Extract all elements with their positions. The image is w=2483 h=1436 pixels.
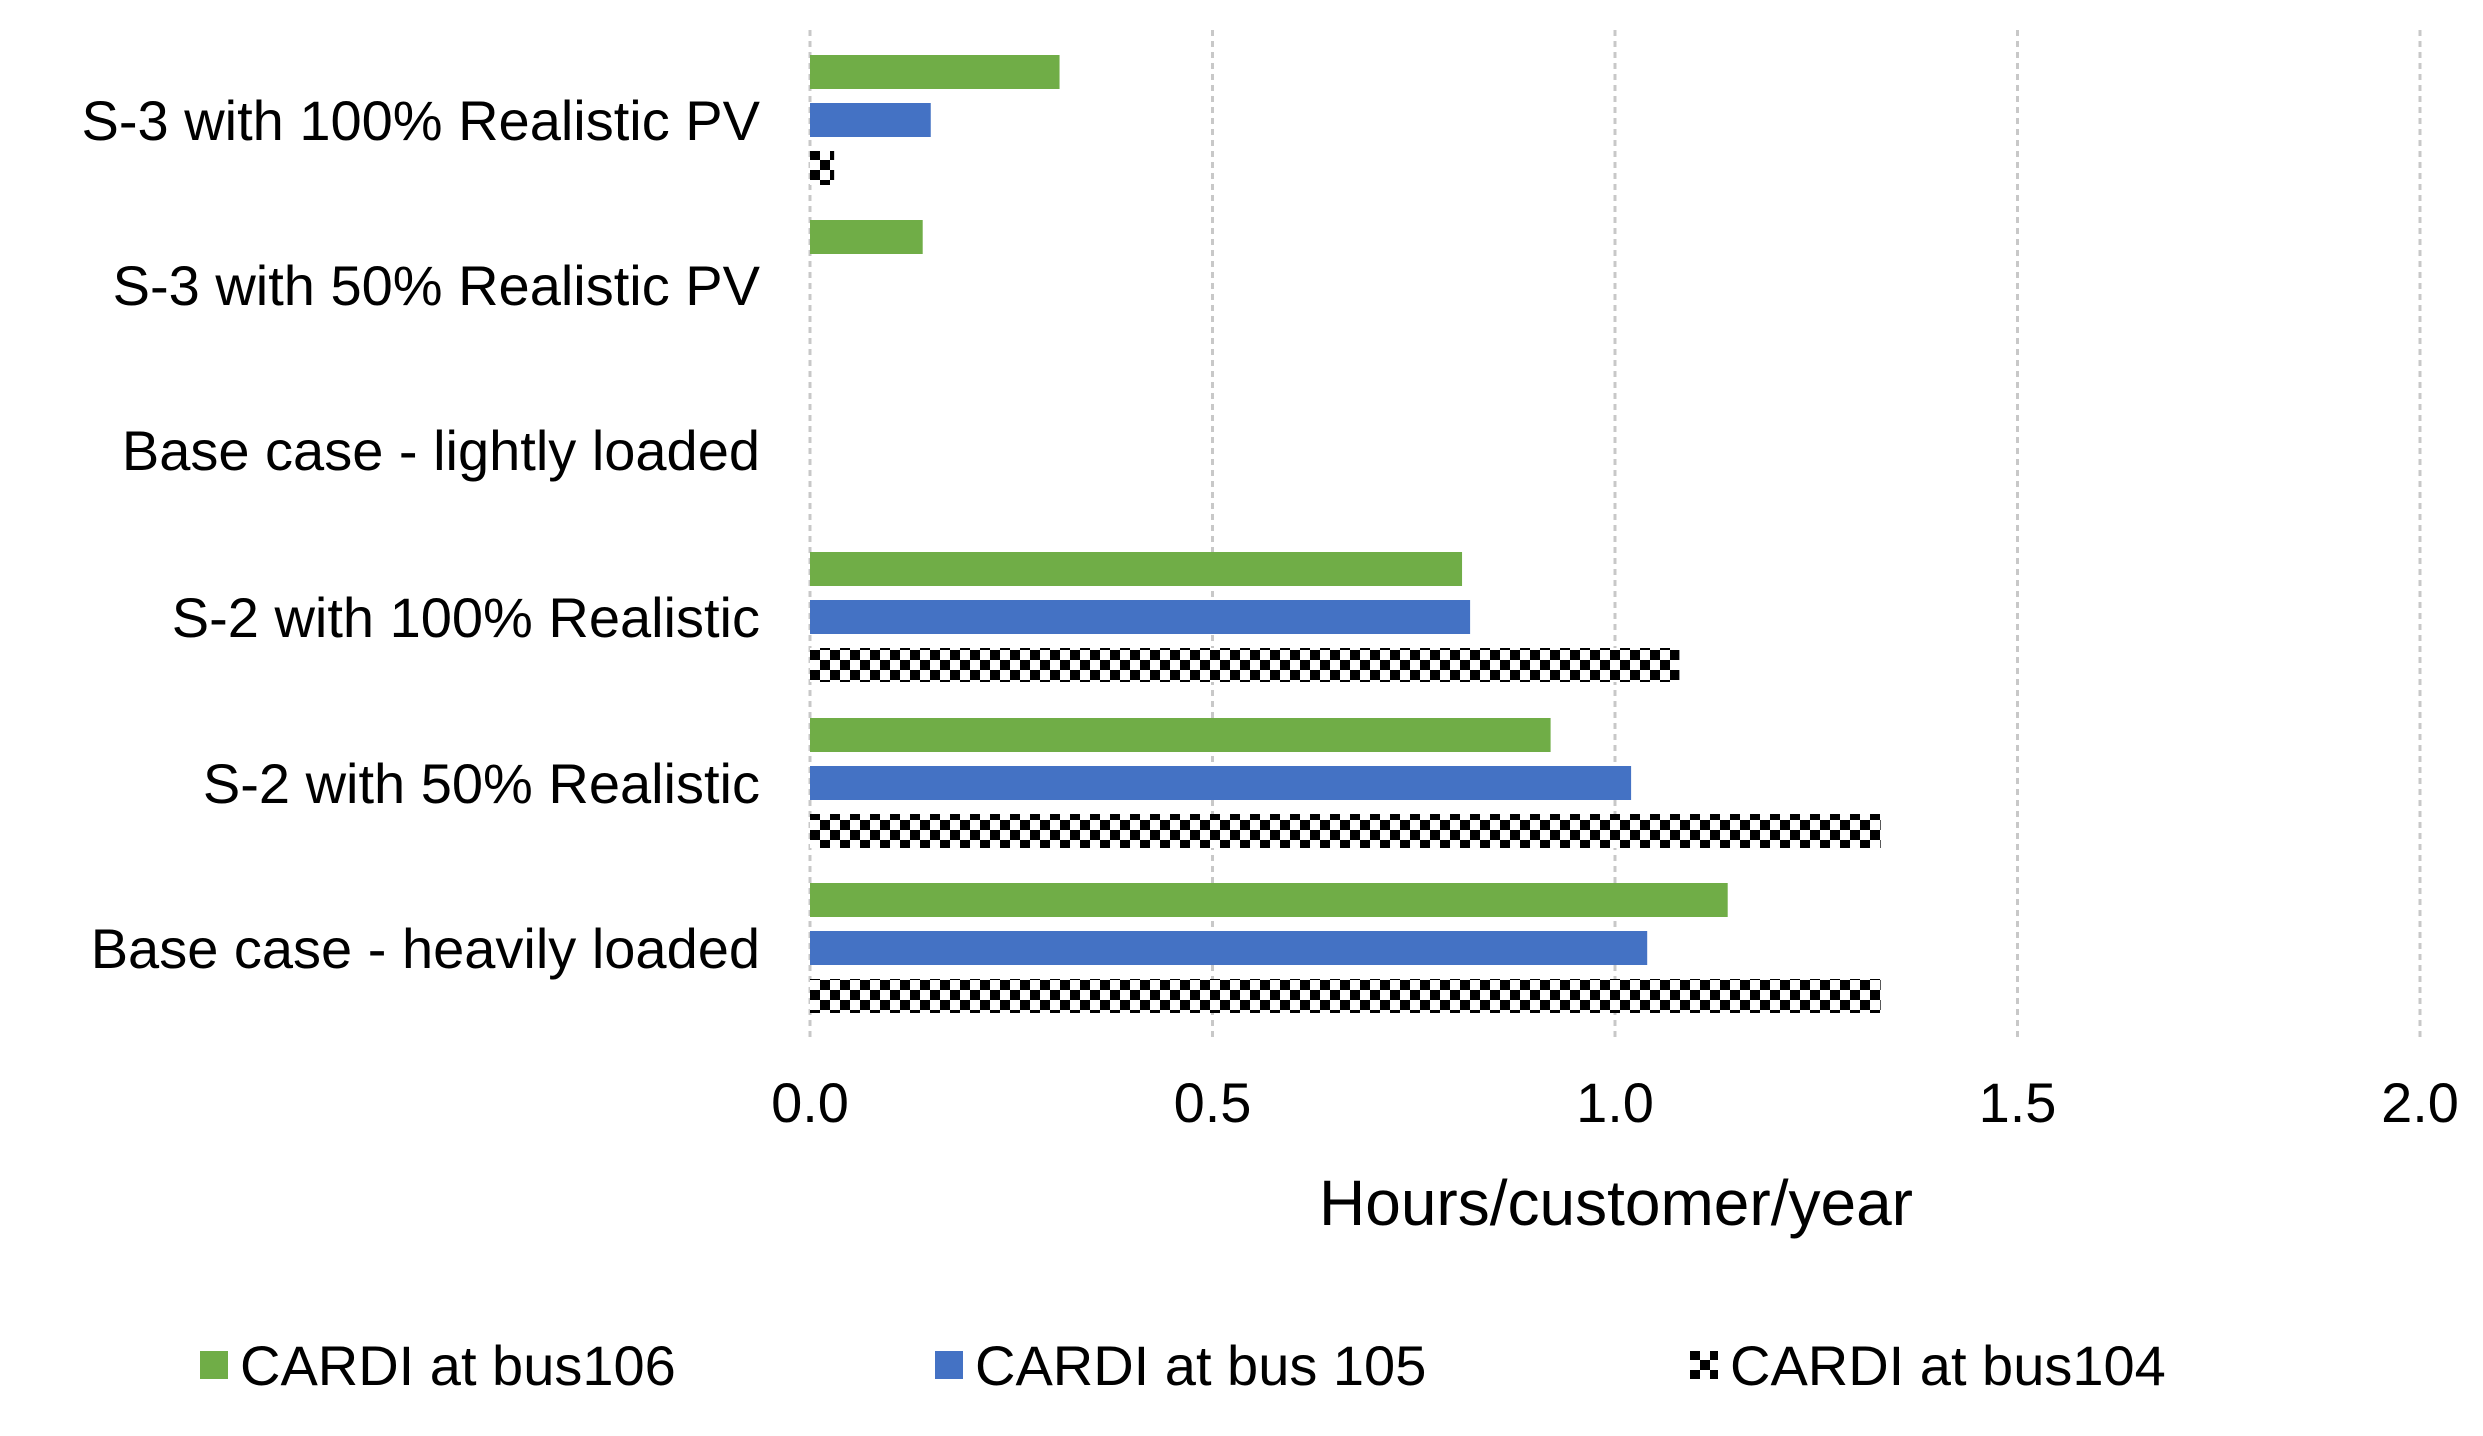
- x-tick-label: 1.0: [1576, 1071, 1654, 1134]
- legend-swatch: [1690, 1351, 1718, 1379]
- legend-label: CARDI at bus 105: [975, 1334, 1426, 1397]
- x-tick-label: 2.0: [2381, 1071, 2459, 1134]
- category-label: S-3 with 50% Realistic PV: [113, 254, 761, 317]
- x-tick-label: 0.0: [771, 1071, 849, 1134]
- bar-cardi-at-bus106-4: [810, 718, 1551, 752]
- bar-cardi-at-bus106-1: [810, 220, 923, 254]
- bar-cardi-at-bus106-0: [810, 55, 1060, 89]
- category-label: Base case - lightly loaded: [122, 419, 760, 482]
- bar-cardi-at-bus-105-4: [810, 766, 1632, 800]
- bar-cardi-at-bus-105-5: [810, 931, 1648, 965]
- legend: CARDI at bus106 CARDI at bus 105 CARDI at …: [200, 1334, 2166, 1397]
- bar-cardi-at-bus104-5: [810, 979, 1881, 1013]
- gridlines: [808, 30, 2422, 1040]
- bar-cardi-at-bus104-0: [810, 151, 835, 185]
- bar-cardi-at-bus-105-3: [810, 600, 1471, 634]
- category-label: S-3 with 100% Realistic PV: [81, 89, 760, 152]
- category-label: S-2 with 100% Realistic: [172, 586, 760, 649]
- bar-cardi-at-bus-105-0: [810, 103, 931, 137]
- category-label: S-2 with 50% Realistic: [203, 752, 760, 815]
- category-labels: S-3 with 100% Realistic PV S-3 with 50% R…: [81, 89, 760, 980]
- bars: [810, 55, 1881, 1013]
- bar-cardi-at-bus104-3: [810, 648, 1680, 682]
- bar-cardi-at-bus106-5: [810, 883, 1728, 917]
- x-tick-labels: 0.0 0.5 1.0 1.5 2.0: [771, 1071, 2459, 1134]
- x-tick-label: 0.5: [1174, 1071, 1252, 1134]
- bar-cardi-at-bus104-4: [810, 814, 1881, 848]
- legend-label: CARDI at bus104: [1730, 1334, 2166, 1397]
- legend-label: CARDI at bus106: [240, 1334, 676, 1397]
- x-axis-title: Hours/customer/year: [1319, 1167, 1913, 1239]
- x-tick-label: 1.5: [1979, 1071, 2057, 1134]
- bar-cardi-at-bus106-3: [810, 552, 1463, 586]
- legend-swatch: [200, 1351, 228, 1379]
- legend-swatch: [935, 1351, 963, 1379]
- category-label: Base case - heavily loaded: [91, 917, 760, 980]
